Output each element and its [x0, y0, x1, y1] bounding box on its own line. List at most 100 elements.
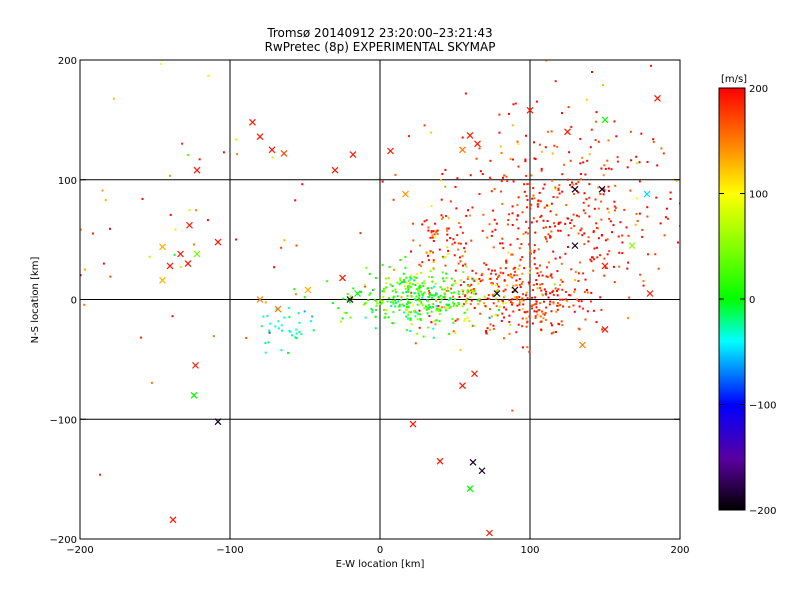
data-point — [595, 321, 598, 324]
data-point — [414, 284, 417, 286]
data-point — [398, 309, 401, 311]
data-point — [641, 228, 644, 231]
data-point — [422, 293, 425, 296]
data-point — [392, 322, 395, 325]
data-point — [589, 146, 592, 149]
data-point — [452, 283, 455, 286]
data-point — [517, 268, 520, 270]
data-point — [515, 284, 518, 287]
data-point — [542, 187, 545, 190]
data-point — [75, 246, 77, 248]
data-point — [587, 240, 590, 243]
data-point — [555, 310, 558, 313]
cross-marker — [214, 238, 222, 246]
data-point — [392, 295, 395, 298]
data-point — [534, 158, 537, 160]
data-points — [70, 60, 780, 476]
data-point — [109, 275, 112, 278]
data-point — [474, 292, 477, 295]
data-point — [597, 207, 600, 210]
data-point — [398, 283, 401, 286]
data-point — [525, 220, 528, 223]
data-point — [693, 209, 695, 211]
x-tick-label: 0 — [377, 545, 383, 556]
data-point — [346, 298, 349, 301]
data-point — [526, 198, 529, 201]
data-point — [433, 285, 436, 288]
data-point — [443, 295, 446, 298]
data-point — [446, 246, 449, 249]
data-point — [493, 218, 496, 221]
data-point — [381, 180, 384, 183]
colorbar-tick-label: 100 — [749, 190, 768, 201]
data-point — [556, 270, 559, 273]
data-point — [429, 293, 432, 296]
data-point — [640, 132, 643, 135]
data-point — [647, 253, 649, 256]
data-point — [619, 221, 622, 224]
data-point — [577, 191, 580, 194]
data-point — [362, 303, 365, 306]
data-point — [364, 316, 367, 319]
data-point — [294, 293, 297, 296]
data-point — [295, 244, 298, 247]
data-point — [449, 200, 452, 203]
data-point — [432, 336, 435, 339]
data-point — [401, 280, 404, 283]
data-point — [519, 258, 522, 261]
data-point — [370, 307, 373, 310]
data-point — [268, 331, 271, 334]
data-point — [439, 294, 442, 297]
data-point — [264, 351, 267, 354]
data-point — [453, 279, 456, 282]
data-point — [413, 276, 416, 278]
data-point — [198, 158, 201, 161]
data-point — [538, 143, 541, 146]
data-point — [464, 294, 467, 297]
data-point — [206, 219, 209, 222]
data-point — [401, 303, 404, 306]
data-point — [508, 298, 511, 301]
cross-markers — [159, 94, 661, 537]
data-point — [606, 253, 609, 256]
data-point — [415, 288, 418, 291]
data-point — [340, 320, 342, 323]
data-point — [113, 97, 115, 100]
data-point — [556, 308, 559, 311]
data-point — [502, 290, 505, 293]
data-point — [391, 300, 394, 303]
data-point — [431, 294, 434, 297]
cross-marker — [402, 190, 409, 198]
data-point — [490, 190, 493, 193]
data-point — [423, 220, 426, 223]
data-point — [506, 223, 509, 226]
data-point — [486, 236, 489, 239]
data-point — [618, 251, 621, 254]
data-point — [406, 282, 409, 285]
data-point — [70, 95, 72, 97]
cross-marker — [409, 420, 417, 428]
data-point — [485, 332, 488, 335]
data-point — [778, 113, 780, 115]
data-point — [568, 151, 571, 154]
data-point — [262, 315, 265, 318]
cross-marker — [186, 221, 193, 229]
data-point — [426, 287, 429, 290]
data-point — [414, 342, 417, 345]
data-point — [260, 325, 263, 328]
data-point — [464, 318, 467, 321]
data-point — [442, 256, 445, 259]
data-point — [464, 263, 467, 266]
data-point — [611, 231, 613, 234]
data-point — [489, 177, 492, 180]
data-point — [536, 267, 539, 270]
data-point — [363, 284, 366, 287]
data-point — [566, 178, 569, 181]
data-point — [522, 303, 525, 306]
data-point — [499, 242, 502, 245]
data-point — [494, 228, 497, 231]
data-point — [454, 332, 457, 335]
data-point — [660, 147, 663, 150]
data-point — [525, 195, 528, 197]
data-point — [374, 316, 377, 318]
